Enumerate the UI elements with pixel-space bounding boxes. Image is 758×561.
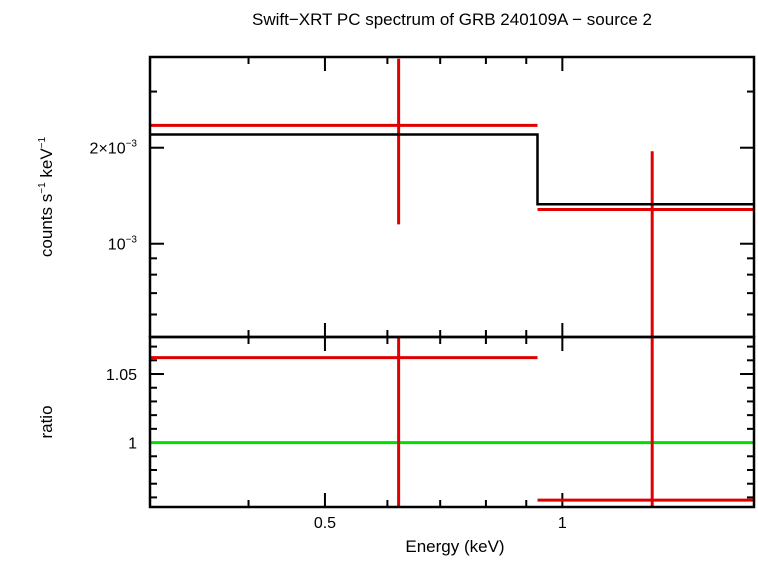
spectrum-y-axis-label: counts s−1 keV−1 — [37, 136, 56, 257]
y-tick-label: 1 — [128, 436, 137, 453]
spectrum-frame — [148, 55, 756, 339]
ratio-panel: 1.05 1 ratio — [37, 335, 756, 509]
ratio-y-axis-label: ratio — [37, 405, 56, 438]
plot-panels: 2×10−3 10−3 counts s−1 keV−1 1.05 1 ratio 0.5 1 — [37, 55, 756, 532]
chart-title: Swift−XRT PC spectrum of GRB 240109A − s… — [252, 10, 652, 29]
ratio-frame — [148, 335, 756, 509]
y-tick-label: 10−3 — [108, 235, 138, 254]
spectrum-panel: 2×10−3 10−3 counts s−1 keV−1 — [37, 55, 756, 339]
x-tick-label: 1 — [558, 515, 567, 532]
y-tick-label: 1.05 — [106, 367, 137, 384]
x-tick-label: 0.5 — [314, 515, 336, 532]
x-axis-label: Energy (keV) — [405, 537, 504, 556]
model-step-line — [150, 133, 754, 206]
y-tick-label: 2×10−3 — [90, 139, 138, 158]
